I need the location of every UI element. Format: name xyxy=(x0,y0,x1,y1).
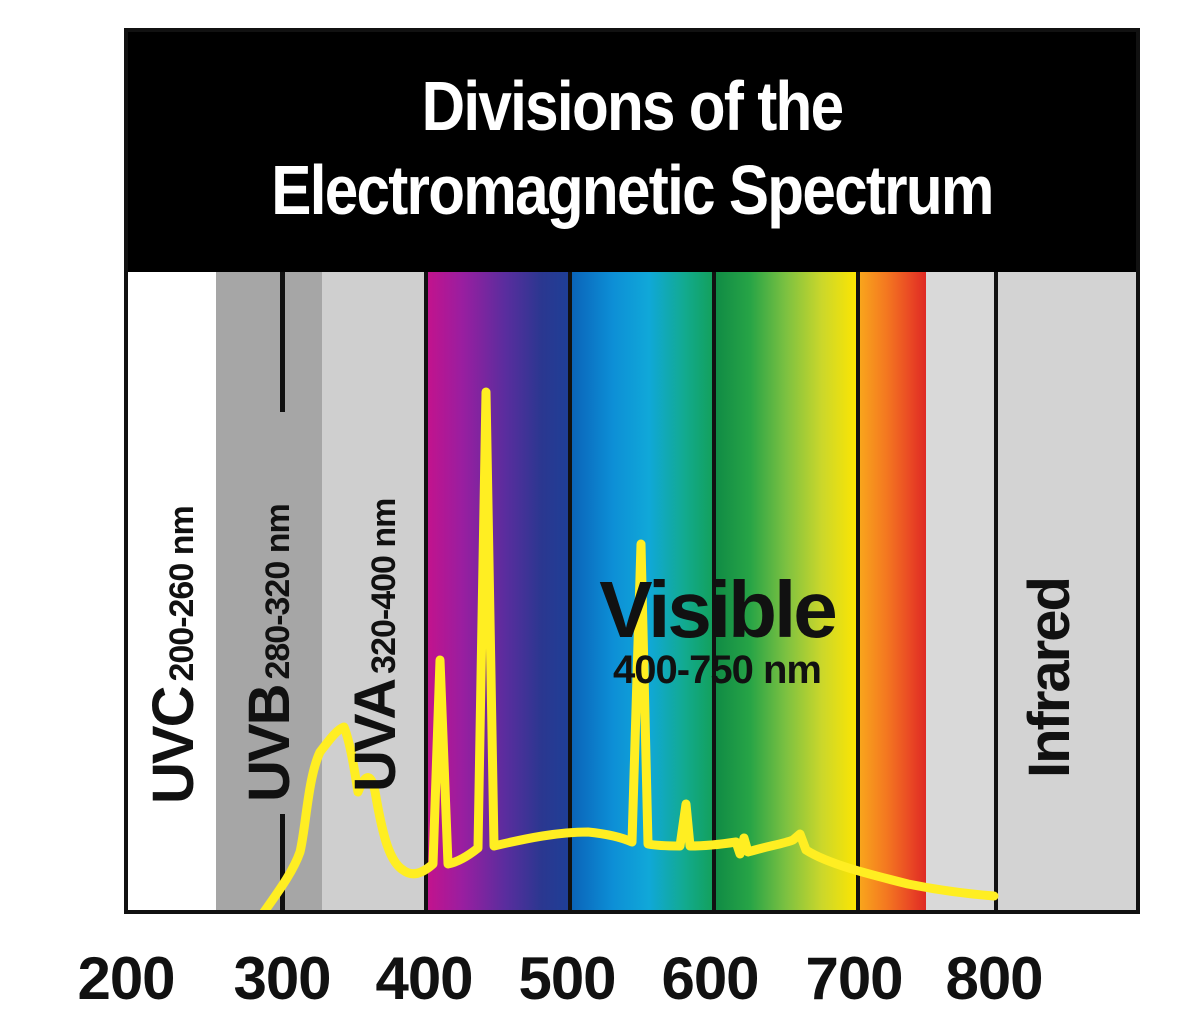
uvb-name: UVB xyxy=(237,685,302,802)
uvc-label: UVC 200-260 nm xyxy=(140,506,207,804)
uvb-label: UVB 280-320 nm xyxy=(236,504,303,802)
tick-label-800: 800 xyxy=(945,945,1043,1012)
divider-800 xyxy=(994,272,998,910)
uva-label: UVA 320-400 nm xyxy=(342,499,409,792)
infrared-label: Infrared xyxy=(1016,578,1083,778)
spectrum-diagram: Divisions of the Electromagnetic Spectru… xyxy=(124,28,1140,914)
emission-curve xyxy=(259,387,999,910)
tick-label-700: 700 xyxy=(805,945,903,1012)
uvc-band xyxy=(128,272,216,910)
title-line-2: Electromagnetic Spectrum xyxy=(271,151,994,229)
emission-curve-line xyxy=(259,387,999,910)
infrared-name: Infrared xyxy=(1017,578,1082,778)
tick-label-500: 500 xyxy=(518,945,616,1012)
divider-600 xyxy=(712,272,716,910)
uvc-name: UVC xyxy=(141,687,206,804)
wavelength-axis: 200 300 400 500 600 700 800 xyxy=(0,944,1200,1014)
tick-label-200: 200 xyxy=(77,945,175,1012)
divider-400 xyxy=(424,272,428,910)
divider-700 xyxy=(856,272,860,910)
uvb-range: 280-320 nm xyxy=(259,504,297,680)
uvc-range: 200-260 nm xyxy=(163,506,201,682)
visible-orange-red-band xyxy=(858,272,926,910)
near-infrared-band xyxy=(926,272,996,910)
title-bar: Divisions of the Electromagnetic Spectru… xyxy=(128,32,1136,272)
uva-name: UVA xyxy=(343,679,408,792)
visible-name: Visible xyxy=(599,565,837,654)
tick-label-400: 400 xyxy=(375,945,473,1012)
visible-label: Visible 400-750 nm xyxy=(572,565,862,692)
visible-green-yellow-band xyxy=(714,272,858,910)
infrared-band xyxy=(996,272,1136,910)
uva-range: 320-400 nm xyxy=(365,498,403,674)
spectrum-bands: UVC 200-260 nm UVB 280-320 nm UVA 320-400 n… xyxy=(128,272,1136,910)
uvb-marker-top xyxy=(280,272,285,412)
tick-label-300: 300 xyxy=(233,945,331,1012)
visible-range: 400-750 nm xyxy=(613,648,822,692)
divider-500 xyxy=(568,272,572,910)
uvb-marker-bottom xyxy=(280,814,285,910)
tick-label-600: 600 xyxy=(661,945,759,1012)
title-line-1: Divisions of the xyxy=(421,67,844,145)
